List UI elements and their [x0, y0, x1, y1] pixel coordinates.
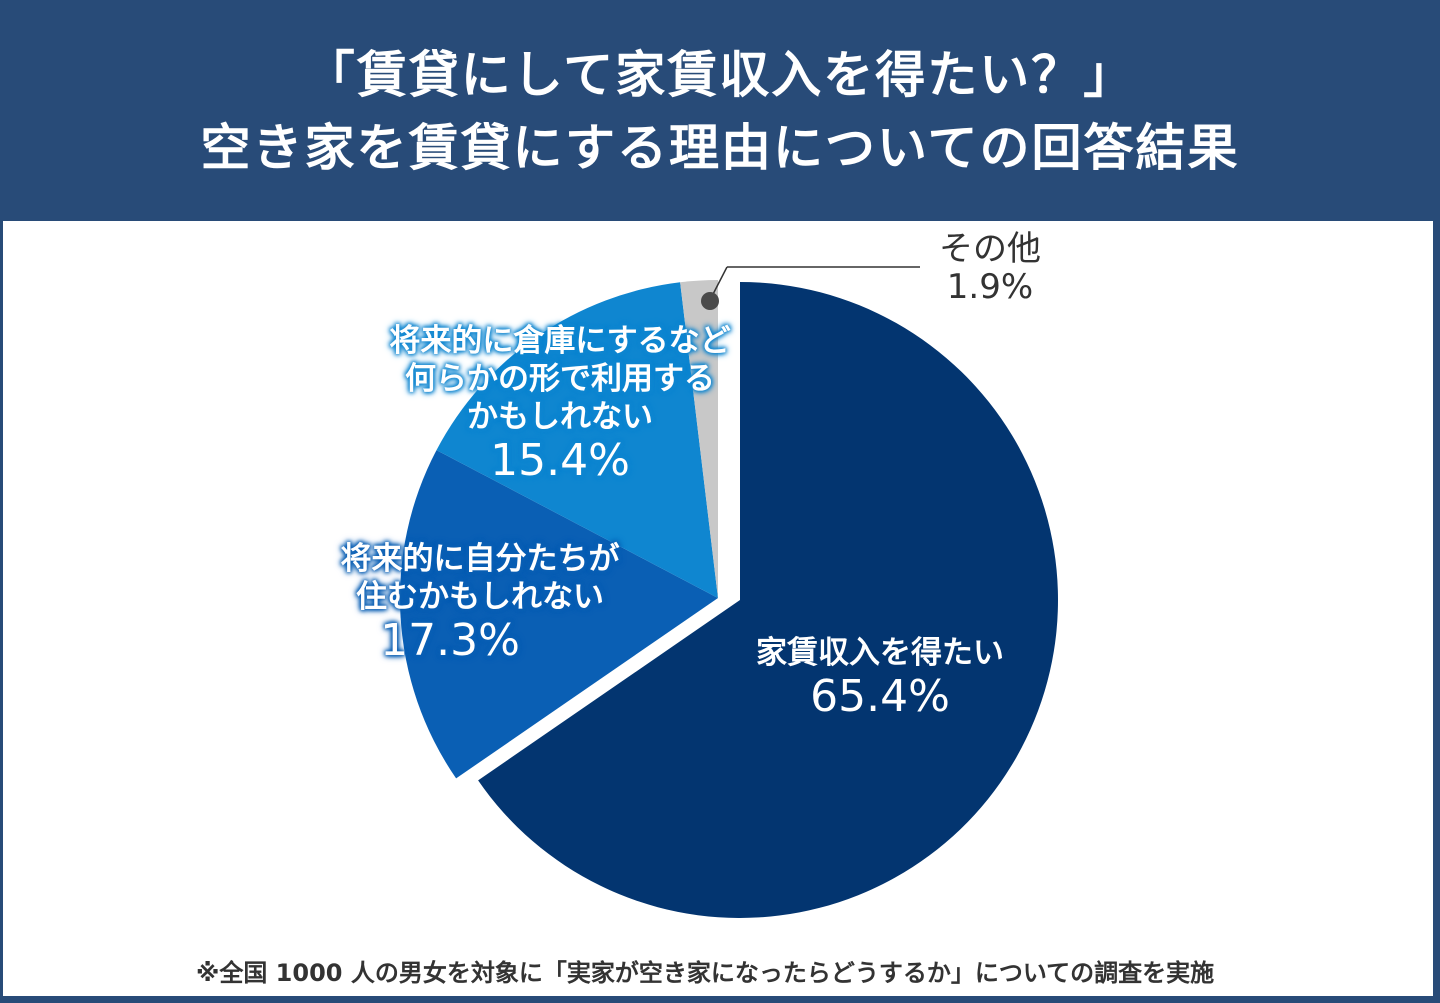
- chart-header: 「賃貸にして家賃収入を得たい？」 空き家を賃貸にする理由についての回答結果: [0, 0, 1440, 220]
- label-storage-line2: 何らかの形で利用する: [405, 361, 715, 397]
- label-rent-income: 家賃収入を得たい 65.4%: [710, 634, 1050, 722]
- pie-slice-live-future: [400, 450, 718, 779]
- label-storage-percent: 15.4%: [490, 435, 630, 486]
- label-storage: 将来的に倉庫にするなど 何らかの形で利用する かもしれない 15.4%: [330, 322, 790, 486]
- label-rent-income-percent: 65.4%: [810, 671, 950, 722]
- label-other-text: その他: [939, 229, 1041, 269]
- chart-title-line2: 空き家を賃貸にする理由についての回答結果: [200, 119, 1240, 177]
- label-storage-line1: 将来的に倉庫にするなど: [389, 323, 731, 359]
- chart-title-line1: 「賃貸にして家賃収入を得たい？」: [304, 46, 1136, 104]
- label-storage-line3: かもしれない: [467, 399, 653, 435]
- label-other: その他 1.9%: [925, 230, 1055, 306]
- label-live-future-percent: 17.3%: [380, 615, 520, 666]
- survey-footnote: ※全国 1000 人の男女を対象に「実家が空き家になったらどうするか」についての…: [196, 959, 1215, 987]
- label-rent-income-text: 家賃収入を得たい: [756, 635, 1004, 671]
- pie-slice-rent-income: [478, 282, 1058, 918]
- other-leader-dot: [701, 292, 719, 310]
- label-other-percent: 1.9%: [946, 267, 1034, 307]
- label-live-future-line2: 住むかもしれない: [356, 579, 604, 615]
- pie-slice-storage: [436, 282, 718, 598]
- pie-slice-other: [680, 280, 718, 598]
- label-live-future-line1: 将来的に自分たちが: [340, 541, 620, 577]
- label-live-future: 将来的に自分たちが 住むかもしれない 17.3%: [290, 540, 670, 666]
